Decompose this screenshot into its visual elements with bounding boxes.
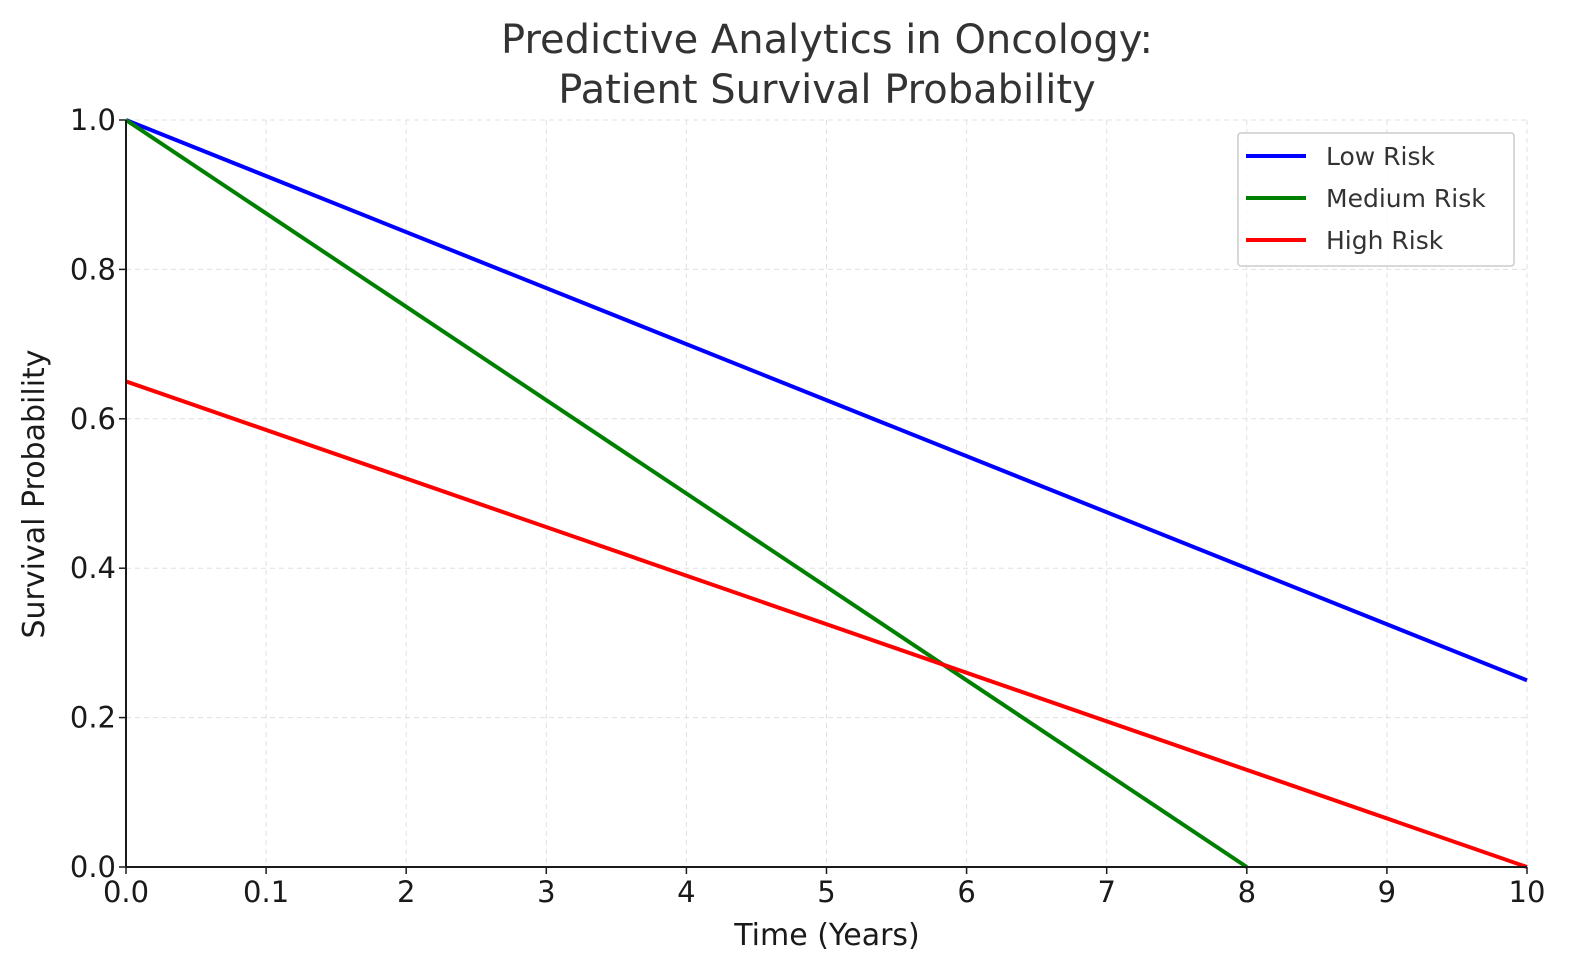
y-tick-label-4: 0.8	[70, 252, 116, 286]
chart-title-line-1: Predictive Analytics in Oncology:	[501, 17, 1153, 63]
y-tick-label-0: 0.0	[70, 850, 116, 884]
series-line-high-risk	[125, 379, 1528, 869]
x-tick-label-7: 7	[1097, 875, 1115, 909]
x-tick-label-3: 3	[537, 875, 555, 909]
legend: Low Risk Medium Risk High Risk	[1237, 132, 1515, 267]
x-tick-label-1: 0.1	[243, 875, 289, 909]
x-axis-label: Time (Years)	[733, 918, 920, 953]
x-tick-label-6: 6	[957, 875, 975, 909]
legend-label-high-risk: High Risk	[1326, 226, 1444, 255]
y-tick-label-5: 1.0	[70, 103, 116, 137]
legend-label-medium-risk: Medium Risk	[1326, 184, 1486, 213]
x-tick-label-5: 5	[817, 875, 835, 909]
y-tick-label-2: 0.4	[70, 551, 116, 585]
series-lines	[124, 118, 1528, 869]
x-tick-label-10: 10	[1509, 875, 1546, 909]
x-tick-label-4: 4	[677, 875, 695, 909]
x-tick-label-0: 0.0	[103, 875, 149, 909]
chart-title-line-2: Patient Survival Probability	[558, 67, 1095, 113]
series-line-medium-risk	[124, 118, 1248, 869]
legend-label-low-risk: Low Risk	[1326, 142, 1436, 171]
y-tick-label-3: 0.6	[70, 402, 116, 436]
x-tick-label-2: 2	[397, 875, 415, 909]
grid	[125, 119, 1528, 868]
y-axis-label: Survival Probability	[17, 349, 52, 638]
series-line-low-risk	[125, 118, 1528, 683]
x-tick-label-8: 8	[1238, 875, 1256, 909]
x-ticks: 0.0 0.1 2 3 4 5 6 7 8 9 10	[103, 867, 1546, 909]
legend-box	[1237, 132, 1515, 267]
y-ticks: 0.0 0.2 0.4 0.6 0.8 1.0	[70, 103, 126, 884]
x-tick-label-9: 9	[1378, 875, 1396, 909]
y-tick-label-1: 0.2	[70, 701, 116, 735]
